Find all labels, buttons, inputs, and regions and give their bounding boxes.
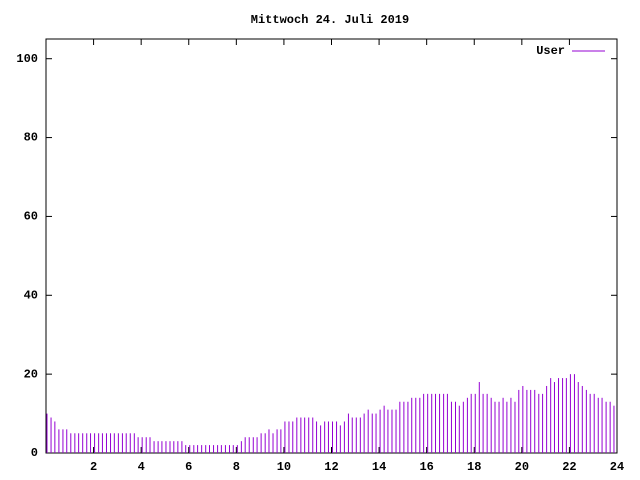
y-tick-label: 100 xyxy=(16,52,38,66)
x-tick-label: 2 xyxy=(90,460,97,474)
x-tick-label: 16 xyxy=(419,460,433,474)
x-tick-label: 8 xyxy=(233,460,240,474)
y-tick-label: 60 xyxy=(24,210,38,224)
x-tick-label: 10 xyxy=(277,460,291,474)
x-tick-label: 20 xyxy=(515,460,529,474)
chart-title: Mittwoch 24. Juli 2019 xyxy=(251,13,409,27)
x-tick-label: 18 xyxy=(467,460,481,474)
x-tick-label: 4 xyxy=(138,460,145,474)
legend-label: User xyxy=(536,44,565,58)
x-tick-label: 24 xyxy=(610,460,624,474)
y-tick-label: 0 xyxy=(31,446,38,460)
y-tick-label: 80 xyxy=(24,131,38,145)
x-tick-label: 12 xyxy=(324,460,338,474)
x-tick-label: 14 xyxy=(372,460,386,474)
x-tick-label: 6 xyxy=(185,460,192,474)
y-tick-label: 20 xyxy=(24,367,38,381)
x-tick-label: 22 xyxy=(562,460,576,474)
y-tick-label: 40 xyxy=(24,288,38,302)
